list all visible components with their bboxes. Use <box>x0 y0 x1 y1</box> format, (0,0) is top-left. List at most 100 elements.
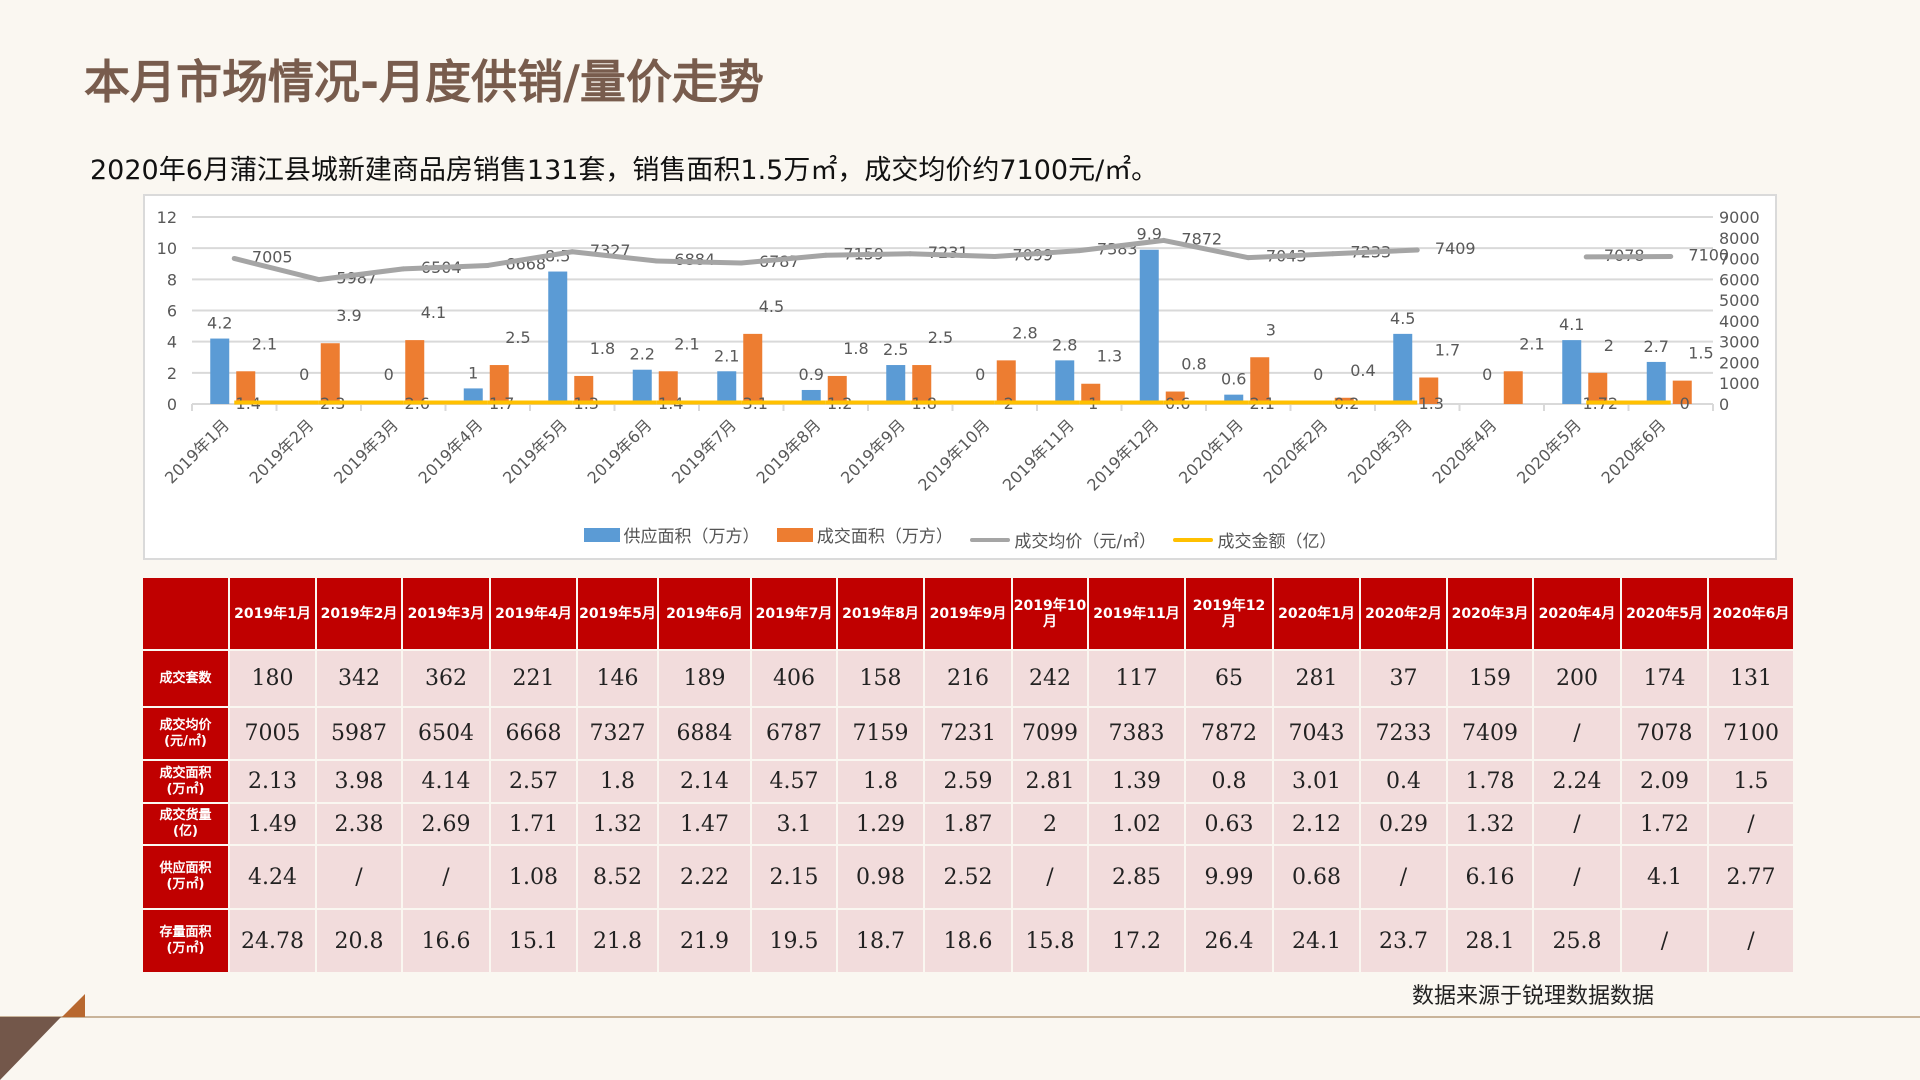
deal-bar <box>1250 357 1270 404</box>
table-cell: 3.1 <box>752 804 836 844</box>
supply-bar <box>1224 394 1244 404</box>
table-cell: 4.14 <box>403 761 489 802</box>
left-axis-tick: 6 <box>167 302 177 321</box>
supply-label: 0.9 <box>799 365 824 384</box>
table-cell: 19.5 <box>752 910 836 972</box>
table-cell: 28.1 <box>1448 910 1532 972</box>
price-line <box>738 252 829 266</box>
deal-label: 2 <box>1604 336 1614 355</box>
price-line <box>400 262 491 272</box>
deal-label: 2.5 <box>928 328 953 347</box>
table-cell: 1.02 <box>1089 804 1184 844</box>
table-row: 成交面积 (万㎡) 2.13 3.98 4.14 2.57 1.8 2.14 4.57 1.8 2.… <box>143 761 1793 802</box>
table-cell: 1.47 <box>659 804 750 844</box>
supply-label: 2.8 <box>1052 335 1077 354</box>
table-cell: 7872 <box>1186 708 1272 759</box>
table-cell: 2.69 <box>403 804 489 844</box>
price-line-swatch-icon <box>970 537 1011 542</box>
supply-label: 0 <box>384 365 394 384</box>
table-cell: 7383 <box>1089 708 1184 759</box>
table-cell: 4.57 <box>752 761 836 802</box>
table-cell: 3.98 <box>317 761 401 802</box>
table-cell: 174 <box>1622 651 1707 706</box>
table-cell: / <box>1013 846 1087 908</box>
left-axis-tick: 8 <box>167 270 177 289</box>
right-axis-tick: 2000 <box>1719 353 1760 372</box>
table-cell: 242 <box>1013 651 1087 706</box>
table-cell: / <box>1534 804 1620 844</box>
supply-label: 2.7 <box>1644 337 1669 356</box>
table-cell: 2.13 <box>230 761 315 802</box>
left-axis-tick: 10 <box>157 239 177 258</box>
supply-bar <box>886 365 906 404</box>
summary-text: 2020年6月蒲江县城新建商品房销售131套，销售面积1.5万㎡，成交均价约71… <box>90 155 1159 186</box>
price-label: 7100 <box>1688 245 1729 264</box>
table-cell: 8.52 <box>578 846 657 908</box>
price-line <box>992 248 1082 259</box>
supply-bar <box>548 271 568 404</box>
table-cell: 406 <box>752 651 836 706</box>
supply-bar <box>717 371 737 404</box>
column-header: 2019年3月 <box>403 578 489 649</box>
x-axis-label: 2019年3月 <box>330 415 402 487</box>
supply-label: 2.5 <box>883 340 908 359</box>
column-header: 2019年2月 <box>317 578 401 649</box>
table-cell: 26.4 <box>1186 910 1272 972</box>
table-cell: 2.22 <box>659 846 750 908</box>
column-header: 2019年11月 <box>1089 578 1184 649</box>
table-cell: 6787 <box>752 708 836 759</box>
supply-label: 0 <box>299 365 309 384</box>
table-cell: 1.32 <box>1448 804 1532 844</box>
left-axis-tick: 12 <box>157 208 177 227</box>
row-unit: (万㎡) <box>166 781 205 797</box>
price-line <box>1161 237 1251 261</box>
table-cell: 1.87 <box>925 804 1011 844</box>
price-label: 7409 <box>1435 239 1476 258</box>
x-axis-label: 2019年6月 <box>584 415 656 487</box>
table-cell: 1.8 <box>838 761 923 802</box>
table-cell: 7159 <box>838 708 923 759</box>
deal-bar <box>1672 380 1692 404</box>
supply-swatch-icon <box>583 527 620 542</box>
supply-label: 0.6 <box>1221 370 1246 389</box>
chart-legend: 供应面积（万方） 成交面积（万方） 成交均价（元/㎡） 成交金额（亿） <box>145 522 1775 552</box>
row-header: 存量面积 (万㎡) <box>143 910 228 972</box>
supply-label: 1 <box>468 363 478 382</box>
row-header: 成交均价 (元/㎡) <box>143 708 228 759</box>
right-axis-tick: 7000 <box>1719 250 1760 269</box>
deal-label: 2.1 <box>674 334 699 353</box>
table-cell: 2.09 <box>1622 761 1707 802</box>
footer-divider <box>0 1016 1920 1018</box>
table-cell: 4.1 <box>1622 846 1707 908</box>
column-header: 2019年9月 <box>925 578 1011 649</box>
table-cell: 23.7 <box>1361 910 1446 972</box>
table-cell: 2.24 <box>1534 761 1620 802</box>
deal-bar <box>827 375 847 404</box>
row-label: 存量面积 <box>159 925 212 940</box>
table-cell: / <box>1361 846 1446 908</box>
chart-plot: 0246810120100020003000400050006000700080… <box>157 208 1760 495</box>
row-unit: (万㎡) <box>166 941 205 956</box>
table-cell: 20.8 <box>317 910 401 972</box>
table-cell: 21.8 <box>578 910 657 972</box>
deal-label: 0.8 <box>1181 355 1206 374</box>
deal-label: 1.7 <box>1435 341 1460 360</box>
table-cell: 5987 <box>317 708 401 759</box>
table-cell: 18.6 <box>925 910 1011 972</box>
table-cell: 2.12 <box>1274 804 1359 844</box>
table-cell: 7043 <box>1274 708 1359 759</box>
corner-decoration-icon <box>0 994 85 1080</box>
amount-label: 1.3 <box>1419 394 1444 413</box>
deal-bar <box>912 365 932 404</box>
supply-label: 2.2 <box>630 345 655 364</box>
deal-label: 1.5 <box>1688 344 1713 363</box>
table-cell: 281 <box>1274 651 1359 706</box>
deal-label: 2.1 <box>252 334 277 353</box>
table-cell: 1.8 <box>578 761 657 802</box>
table-cell: 200 <box>1534 651 1620 706</box>
supply-bar <box>1646 361 1666 404</box>
column-header: 2019年4月 <box>491 578 576 649</box>
table-row: 存量面积 (万㎡) 24.78 20.8 16.6 15.1 21.8 21.9 19.5 18.… <box>143 910 1793 972</box>
table-cell: 7409 <box>1448 708 1532 759</box>
price-line <box>569 249 660 264</box>
